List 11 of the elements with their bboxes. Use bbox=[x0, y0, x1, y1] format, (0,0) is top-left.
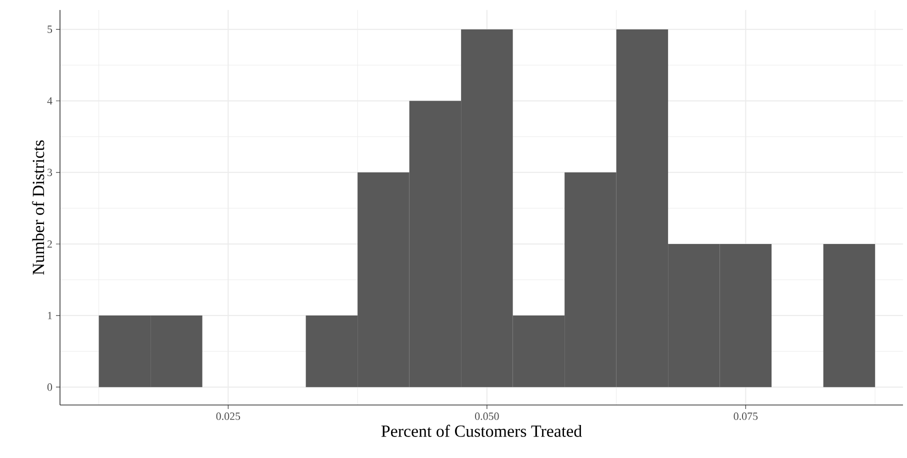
y-axis-title: Number of Districts bbox=[32, 140, 44, 275]
y-tick-label: 4 bbox=[47, 97, 52, 104]
x-tick-label: 0.075 bbox=[734, 412, 758, 420]
y-tick-label: 1 bbox=[48, 312, 52, 320]
x-tick-label: 0.050 bbox=[475, 412, 499, 420]
x-axis-title: Percent of Customers Treated bbox=[381, 424, 582, 437]
y-tick-label: 2 bbox=[47, 240, 52, 248]
x-tick-label: 0.025 bbox=[216, 412, 240, 420]
y-tick-label: 3 bbox=[48, 168, 52, 176]
y-tick-label: 0 bbox=[47, 383, 52, 391]
y-tick-label: 5 bbox=[48, 26, 52, 33]
